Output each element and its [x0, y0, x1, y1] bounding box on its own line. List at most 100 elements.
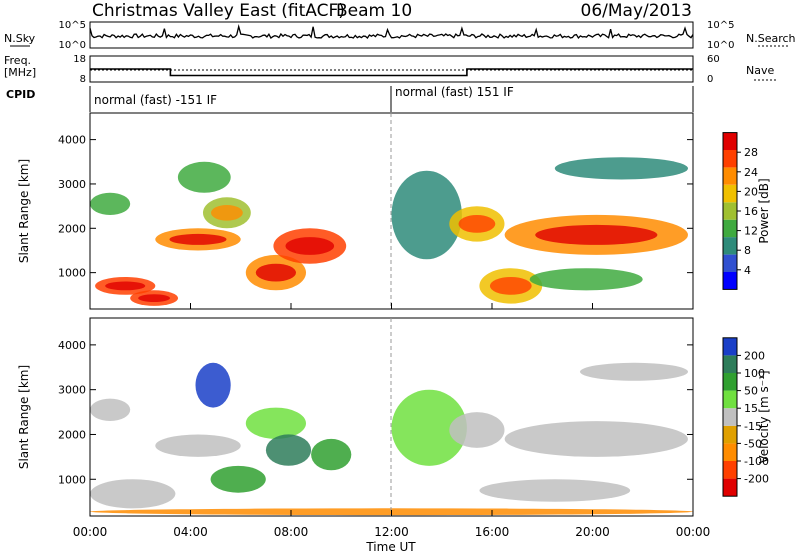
velocity-echo-region: [479, 479, 631, 502]
colorbar-tick-label: -100: [744, 455, 769, 468]
colorbar-tick-label: 8: [744, 244, 751, 257]
y-tick-label: 3000: [58, 384, 86, 397]
x-tick-label: 12:00: [374, 525, 409, 539]
date-label: 06/May/2013: [581, 1, 693, 21]
nsearch-tick-max: 10^5: [707, 20, 734, 31]
nsky-label: N.Sky: [4, 32, 36, 45]
power-colorbar: 28 24 20 16 12 8 4: [722, 132, 758, 290]
colorbar-tick-label: 28: [744, 146, 758, 159]
velocity-echo-region: [155, 434, 241, 457]
freq-panel: Freq. [MHz] 18 8 60 0 Nave: [4, 54, 776, 85]
colorbar-swatch: [723, 132, 737, 150]
nsky-series-line: [89, 24, 694, 39]
power-echo-region: [554, 157, 689, 180]
colorbar-swatch: [723, 408, 737, 426]
power-echo-core: [285, 237, 335, 255]
power-echo-region: [177, 161, 231, 193]
nave-tick-min: 0: [707, 74, 713, 85]
power-echo-core: [458, 215, 496, 233]
power-echo-region: [391, 170, 462, 260]
velocity-echo-region: [580, 362, 688, 381]
colorbar-swatch: [723, 254, 737, 272]
freq-tick-max: 18: [73, 54, 86, 65]
freq-label: Freq.: [4, 54, 31, 67]
colorbar-tick-label: -50: [744, 437, 762, 450]
colorbar-swatch: [723, 237, 737, 255]
cpid-segment-1: normal (fast) -151 IF: [94, 93, 217, 107]
velocity-ylabel: Slant Range [km]: [17, 365, 31, 469]
power-heatmap: [90, 157, 689, 306]
velocity-echo-region: [90, 398, 131, 421]
colorbar-tick-label: 50: [744, 385, 758, 398]
power-echo-region: [90, 192, 131, 215]
colorbar-swatch: [723, 443, 737, 461]
nave-tick-max: 60: [707, 54, 720, 65]
cpid-label: CPID: [6, 88, 35, 101]
freq-series-line: [90, 68, 693, 77]
colorbar-tick-label: -15: [744, 420, 762, 433]
x-tick-label: 20:00: [575, 525, 610, 539]
freq-tick-min: 8: [80, 74, 86, 85]
colorbar-swatch: [723, 355, 737, 373]
colorbar-swatch: [723, 184, 737, 203]
power-echo-core: [255, 263, 296, 282]
colorbar-swatch: [723, 337, 737, 356]
y-tick-label: 1000: [58, 267, 86, 280]
x-tick-label: 04:00: [173, 525, 208, 539]
y-tick-label: 4000: [58, 339, 86, 352]
x-tick-label: 08:00: [274, 525, 309, 539]
figure-title: Christmas Valley East (fitACF): [92, 1, 345, 21]
colorbar-tick-label: 24: [744, 166, 758, 179]
nsky-tick-max: 10^5: [59, 20, 86, 31]
colorbar-tick-label: 16: [744, 205, 758, 218]
power-echo-core: [535, 224, 658, 245]
power-echo-core: [211, 205, 243, 221]
colorbar-tick-label: 4: [744, 264, 751, 277]
colorbar-tick-label: 15: [744, 402, 758, 415]
time-axis-label: Time UT: [365, 540, 416, 554]
colorbar-swatch: [723, 167, 737, 185]
power-echo-core: [169, 233, 227, 245]
cpid-segment-2: normal (fast) 151 IF: [395, 85, 514, 99]
power-echo-region: [529, 268, 643, 291]
colorbar-tick-label: 20: [744, 185, 758, 198]
colorbar-swatch: [723, 150, 737, 168]
beam-label: Beam 10: [336, 1, 412, 21]
power-echo-core: [489, 277, 532, 295]
velocity-echo-region: [265, 434, 312, 466]
power-echo-core: [138, 294, 171, 302]
power-ylabel: Slant Range [km]: [17, 159, 31, 263]
velocity-panel: 4000 3000 2000 1000 Slant Range [km] 200 100…: [17, 303, 771, 554]
nsky-panel: N.Sky 10^5 10^0 10^5 10^0 N.Search: [4, 20, 796, 51]
y-tick-label: 3000: [58, 178, 86, 191]
colorbar-swatch: [723, 272, 737, 290]
cpid-row: CPID normal (fast) -151 IF normal (fast)…: [6, 85, 694, 112]
power-colorbar-label: Power [dB]: [757, 178, 771, 243]
velocity-echo-region: [90, 479, 176, 509]
velocity-echo-region: [245, 407, 306, 439]
y-tick-label: 2000: [58, 222, 86, 235]
velocity-echo-region: [504, 421, 688, 457]
velocity-echo-region: [311, 438, 352, 471]
colorbar-tick-label: 100: [744, 367, 765, 380]
velocity-colorbar-label: Velocity [m s⁻¹]: [757, 370, 771, 463]
colorbar-tick-label: -200: [744, 473, 769, 486]
x-tick-label: 00:00: [73, 525, 108, 539]
nsearch-tick-min: 10^0: [707, 40, 734, 51]
velocity-echo-region: [210, 465, 266, 493]
nave-label: Nave: [746, 64, 774, 77]
colorbar-swatch: [723, 202, 737, 220]
colorbar-swatch: [723, 478, 737, 497]
power-echo-core: [105, 281, 146, 291]
colorbar-swatch: [723, 390, 737, 409]
colorbar-swatch: [723, 219, 737, 238]
power-panel: 4000 3000 2000 1000 Slant Range [km] 28 24 20…: [17, 112, 771, 310]
velocity-echo-region: [449, 412, 505, 448]
velocity-echo-region: [195, 362, 231, 408]
y-tick-label: 2000: [58, 428, 86, 441]
y-tick-label: 4000: [58, 134, 86, 147]
colorbar-tick-label: 200: [744, 349, 765, 362]
x-tick-label: 16:00: [475, 525, 510, 539]
x-tick-label: 00:00: [676, 525, 711, 539]
